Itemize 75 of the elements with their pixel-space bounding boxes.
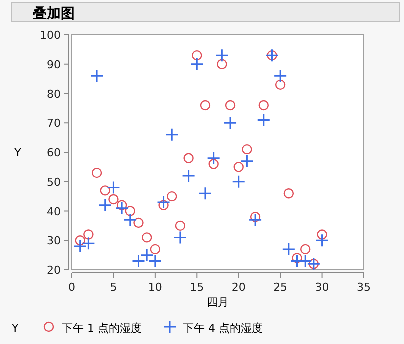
point — [217, 59, 228, 70]
point — [232, 175, 246, 189]
point — [90, 69, 104, 83]
point — [250, 212, 261, 222]
point — [192, 50, 202, 61]
y-tick-label: 90 — [47, 58, 61, 72]
x-tick-label: 5 — [110, 281, 118, 294]
x-tick-label: 15 — [190, 281, 204, 294]
point — [82, 236, 96, 250]
x-axis-title: 四月 — [207, 296, 229, 309]
point — [74, 240, 88, 254]
legend-label: 下午 1 点的湿度 — [62, 322, 142, 335]
point — [275, 80, 286, 90]
point — [198, 186, 212, 200]
point — [134, 218, 144, 228]
y-tick-label: 50 — [47, 176, 61, 189]
point — [84, 230, 94, 240]
point — [174, 230, 188, 244]
point — [225, 100, 236, 111]
y-tick-label: 70 — [47, 117, 61, 130]
point — [248, 213, 262, 227]
x-tick-label: 30 — [315, 281, 330, 294]
point — [92, 168, 102, 178]
point — [98, 198, 112, 212]
x-tick-label: 25 — [274, 281, 288, 294]
point — [182, 169, 196, 183]
point — [207, 152, 221, 166]
point — [284, 188, 294, 199]
y-axis-title: Y — [14, 146, 22, 160]
point — [158, 200, 169, 210]
point — [208, 159, 219, 170]
y-tick-label: 60 — [47, 146, 61, 160]
point — [124, 213, 138, 227]
point — [165, 128, 179, 142]
point — [100, 186, 110, 196]
x-tick-label: 20 — [232, 281, 246, 294]
chart-title: 叠加图 — [32, 6, 75, 22]
point — [215, 48, 229, 62]
point — [175, 220, 186, 232]
point — [282, 242, 296, 256]
point — [132, 254, 146, 268]
point — [184, 153, 194, 164]
point — [316, 234, 330, 248]
y-tick-label: 30 — [47, 234, 61, 248]
point — [115, 202, 129, 216]
x-tick-label: 0 — [68, 281, 76, 294]
point — [257, 113, 271, 127]
point — [240, 154, 254, 168]
point — [106, 181, 120, 194]
y-tick-label: 80 — [47, 88, 61, 101]
point — [292, 253, 302, 264]
legend-title: Y — [11, 322, 19, 335]
point — [190, 58, 204, 72]
y-tick-label: 40 — [47, 205, 61, 218]
point — [234, 162, 244, 172]
point — [224, 116, 238, 130]
point — [242, 144, 252, 155]
point — [274, 69, 288, 83]
y-tick-label: 20 — [47, 264, 61, 277]
point — [125, 206, 136, 216]
point — [200, 100, 211, 111]
point — [116, 200, 128, 210]
point — [258, 100, 269, 111]
point — [300, 244, 311, 255]
y-tick-label: 100 — [40, 29, 61, 42]
point — [157, 196, 171, 210]
point — [317, 230, 328, 240]
point — [108, 194, 119, 205]
point — [150, 244, 161, 255]
x-tick-label: 10 — [148, 281, 162, 294]
legend-label: 下午 4 点的湿度 — [183, 322, 263, 335]
point — [75, 236, 86, 246]
point — [142, 232, 152, 243]
point — [167, 191, 178, 202]
x-tick-label: 35 — [357, 281, 371, 294]
